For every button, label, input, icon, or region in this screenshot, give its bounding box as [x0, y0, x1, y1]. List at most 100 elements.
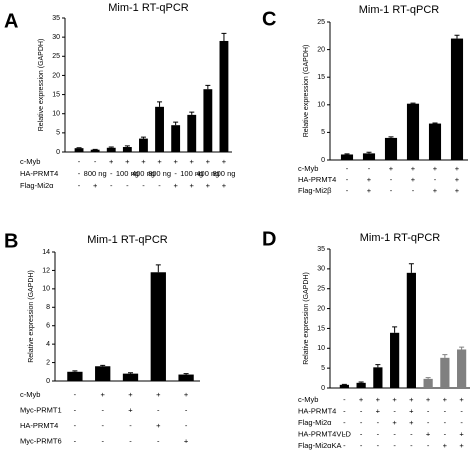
bar — [362, 153, 376, 160]
bar — [440, 357, 450, 388]
condition-mark: - — [412, 186, 415, 195]
y-axis-label: Relative expression (GAPDH) — [28, 270, 35, 363]
condition-label: c-Myb — [20, 390, 40, 399]
condition-mark: + — [184, 390, 189, 399]
bar — [155, 106, 164, 152]
bar — [178, 374, 194, 381]
chart-title: Mim-1 RT-qPCR — [108, 2, 189, 14]
y-tick-label: 15 — [317, 74, 325, 81]
condition-mark: + — [125, 157, 130, 166]
bar — [90, 149, 100, 152]
y-tick-label: 20 — [52, 72, 60, 79]
error-bar — [459, 346, 465, 350]
condition-mark: + — [206, 157, 211, 166]
y-tick-label: 20 — [317, 46, 325, 53]
condition-mark: + — [206, 181, 211, 190]
condition-mark: - — [74, 436, 77, 445]
condition-mark: - — [343, 441, 346, 450]
bar — [384, 137, 398, 160]
y-tick-label: 15 — [317, 325, 325, 332]
condition-mark: - — [444, 429, 447, 438]
condition-label: HA-PRMT4VLD — [298, 429, 352, 438]
condition-mark: + — [184, 436, 189, 445]
y-tick-label: 4 — [46, 341, 50, 348]
condition-mark: - — [377, 418, 380, 427]
condition-mark: - — [393, 406, 396, 415]
condition-mark: - — [94, 157, 97, 166]
condition-mark: - — [460, 406, 463, 415]
error-bar — [375, 364, 381, 368]
error-bar — [432, 122, 438, 124]
condition-mark: - — [142, 181, 145, 190]
condition-mark: - — [346, 175, 349, 184]
panel-letter: B — [4, 230, 18, 252]
condition-mark: 400 ng — [196, 169, 219, 178]
error-bar — [205, 84, 211, 90]
condition-mark: - — [360, 441, 363, 450]
condition-label: HA-PRMT4 — [20, 421, 58, 430]
y-tick-label: 2 — [46, 359, 50, 366]
y-tick-label: 25 — [317, 19, 325, 26]
condition-mark: - — [185, 421, 188, 430]
condition-mark: - — [360, 429, 363, 438]
panel-letter: C — [262, 8, 276, 30]
condition-label: Flag-Mi2α — [20, 181, 54, 190]
condition-mark: - — [444, 418, 447, 427]
condition-mark: - — [343, 429, 346, 438]
error-bar — [124, 145, 130, 148]
condition-mark: + — [443, 395, 448, 404]
y-tick-label: 5 — [56, 130, 60, 137]
condition-mark: + — [128, 405, 133, 414]
bar — [95, 366, 111, 381]
condition-mark: + — [433, 164, 438, 173]
chart-title: Mim-1 RT-qPCR — [360, 232, 441, 244]
y-tick-label: 0 — [321, 157, 325, 164]
chart-title: Mim-1 RT-qPCR — [359, 4, 440, 16]
condition-mark: - — [74, 421, 77, 430]
condition-mark: - — [110, 169, 113, 178]
bar — [171, 125, 181, 152]
condition-mark: - — [343, 406, 346, 415]
condition-label: Flag-Mi2αKA — [298, 441, 342, 450]
condition-mark: - — [126, 181, 129, 190]
condition-mark: - — [460, 418, 463, 427]
y-tick-label: 5 — [321, 129, 325, 136]
condition-label: c-Myb — [20, 157, 40, 166]
bar — [423, 378, 433, 388]
condition-mark: - — [410, 429, 413, 438]
condition-mark: + — [455, 164, 460, 173]
condition-mark: - — [434, 175, 437, 184]
y-tick-label: 25 — [52, 53, 60, 60]
bar — [67, 371, 83, 381]
condition-mark: + — [459, 441, 464, 450]
condition-mark: + — [156, 390, 161, 399]
chart-title: Mim-1 RT-qPCR — [87, 234, 168, 246]
bar — [106, 147, 116, 152]
condition-mark: + — [173, 157, 178, 166]
condition-mark: + — [459, 429, 464, 438]
condition-mark: + — [392, 418, 397, 427]
y-tick-label: 14 — [42, 249, 50, 256]
condition-mark: - — [393, 429, 396, 438]
y-tick-label: 30 — [317, 266, 325, 273]
error-bar — [183, 373, 189, 375]
bar — [74, 148, 84, 152]
error-bar — [358, 381, 364, 383]
condition-mark: + — [157, 157, 162, 166]
y-tick-label: 10 — [42, 286, 50, 293]
condition-mark: + — [433, 186, 438, 195]
condition-mark: - — [78, 157, 81, 166]
bar — [450, 38, 464, 161]
y-tick-label: 8 — [46, 304, 50, 311]
condition-label: Myc-PRMT6 — [20, 436, 62, 445]
condition-mark: + — [222, 181, 227, 190]
error-bar — [221, 32, 227, 41]
condition-mark: + — [101, 390, 106, 399]
condition-mark: - — [360, 418, 363, 427]
condition-mark: + — [459, 395, 464, 404]
bar — [406, 103, 420, 160]
condition-mark: - — [410, 441, 413, 450]
condition-mark: + — [443, 441, 448, 450]
bar — [340, 154, 354, 160]
condition-mark: - — [377, 429, 380, 438]
